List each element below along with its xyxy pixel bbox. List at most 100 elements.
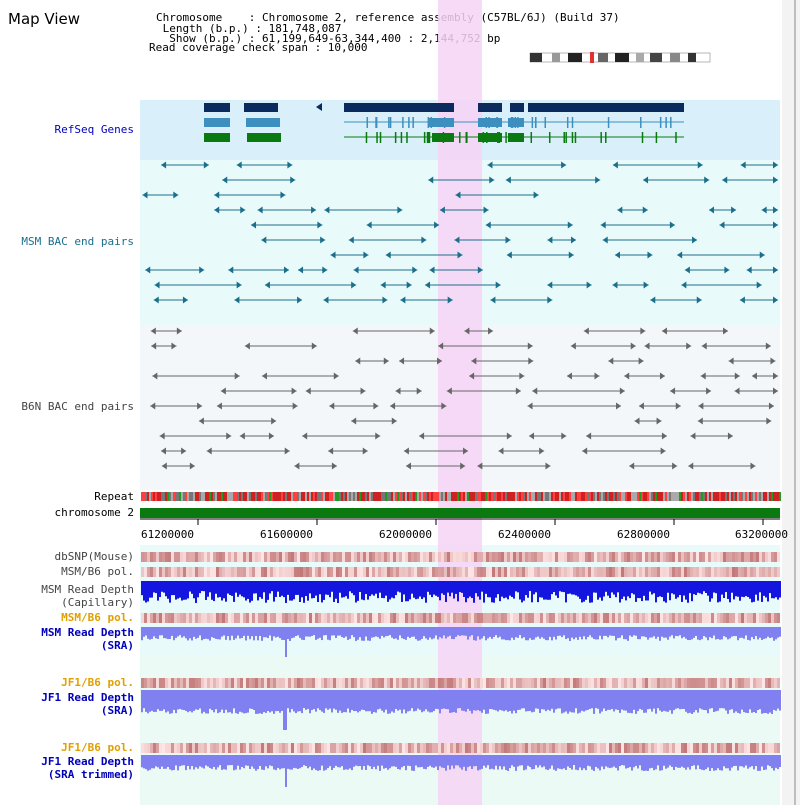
depth-bar	[547, 755, 549, 771]
depth-bar	[583, 581, 585, 602]
heat-cell	[243, 552, 246, 562]
msm-b6-pol-label-2[interactable]: MSM/B6 pol.	[61, 611, 134, 624]
heat-cell	[606, 552, 609, 562]
heat-cell	[222, 678, 225, 688]
jf1-depth-sra-label[interactable]: JF1 Read Depth	[41, 691, 134, 704]
depth-bar	[425, 627, 427, 639]
depth-bar	[265, 690, 267, 713]
heat-cell	[357, 743, 360, 753]
repeat-cell	[711, 492, 713, 501]
jf1-depth-trimmed-label[interactable]: JF1 Read Depth	[41, 755, 134, 768]
heat-cell	[294, 678, 297, 688]
heat-cell	[381, 567, 384, 577]
msm-bac-pairs[interactable]	[142, 161, 778, 304]
repeat-cell	[555, 492, 557, 501]
depth-bar	[599, 627, 601, 636]
bac-end-right	[692, 236, 698, 244]
jf1-b6-pol-label-2[interactable]: JF1/B6 pol.	[61, 741, 134, 754]
bac-end-left	[355, 357, 361, 365]
depth-bar	[719, 755, 721, 771]
bac-end-left	[728, 357, 734, 365]
msm-depth-sra-label[interactable]: MSM Read Depth	[41, 626, 134, 639]
bac-end-right	[373, 402, 379, 410]
repeat-cell	[169, 492, 171, 501]
b6n-bac-label[interactable]: B6N BAC end pairs	[21, 400, 134, 413]
heat-cell	[636, 552, 639, 562]
depth-bar	[225, 690, 227, 710]
depth-bar	[383, 627, 385, 638]
heat-cell	[624, 567, 627, 577]
depth-bar	[601, 690, 603, 712]
depth-bar	[191, 755, 193, 767]
heat-cell	[774, 743, 777, 753]
bac-end-right	[322, 266, 328, 274]
depth-bar	[613, 755, 615, 767]
bac-end-right	[460, 462, 466, 470]
heat-cell	[657, 567, 660, 577]
msm-b6-pol-label[interactable]: MSM/B6 pol.	[61, 565, 134, 578]
depth-bar	[227, 755, 229, 766]
refseq-genes[interactable]	[204, 103, 684, 143]
gene-exon-tick	[563, 132, 565, 143]
depth-bar	[481, 690, 483, 713]
heat-cell	[495, 678, 498, 688]
depth-bar	[607, 690, 609, 710]
heat-cell	[756, 678, 759, 688]
heat-cell	[627, 567, 630, 577]
depth-bar	[559, 690, 561, 709]
repeat-cell	[385, 492, 387, 501]
bac-end-right	[171, 342, 177, 350]
depth-bar	[215, 755, 217, 770]
heat-cell	[528, 567, 531, 577]
depth-bar	[567, 627, 569, 639]
msm-bac-label[interactable]: MSM BAC end pairs	[21, 235, 134, 248]
heat-cell	[297, 567, 300, 577]
depth-bar	[493, 755, 495, 770]
depth-bar	[535, 690, 537, 709]
depth-bar	[767, 627, 769, 637]
chromosome-ideogram[interactable]	[529, 52, 711, 63]
heat-cell	[339, 567, 342, 577]
heat-cell	[696, 613, 699, 623]
depth-bar	[359, 690, 361, 712]
depth-bar	[775, 690, 777, 711]
depth-bar	[643, 581, 645, 596]
depth-bar	[707, 627, 709, 641]
depth-bar	[635, 755, 637, 766]
depth-bar	[275, 627, 277, 638]
heat-cell	[510, 743, 513, 753]
repeat-cell	[573, 492, 575, 501]
b6n-bac-pairs[interactable]	[150, 327, 778, 470]
heat-cell	[522, 613, 525, 623]
gene-arrow	[316, 103, 322, 111]
heat-cell	[222, 552, 225, 562]
depth-bar	[655, 690, 657, 714]
dbsnp-label[interactable]: dbSNP(Mouse)	[54, 550, 134, 563]
depth-bar	[371, 755, 373, 770]
heat-cell	[144, 678, 147, 688]
bac-end-left	[739, 296, 745, 304]
jf1-b6-pol-label[interactable]: JF1/B6 pol.	[61, 676, 134, 689]
depth-bar	[157, 627, 159, 639]
depth-bar	[323, 690, 325, 713]
heat-cell	[615, 567, 618, 577]
depth-bar	[523, 627, 525, 638]
heat-cell	[171, 567, 174, 577]
heat-cell	[402, 743, 405, 753]
depth-bar	[739, 627, 741, 638]
heat-cell	[594, 613, 597, 623]
depth-bar	[715, 755, 717, 771]
depth-bar	[385, 690, 387, 710]
depth-bar	[597, 627, 599, 640]
refseq-label[interactable]: RefSeq Genes	[54, 123, 134, 136]
depth-bar	[699, 690, 701, 709]
depth-bar	[685, 690, 687, 712]
repeat-cell	[613, 492, 615, 501]
depth-bar	[191, 581, 193, 594]
depth-bar	[403, 581, 405, 595]
msm-depth-capillary-label[interactable]: MSM Read Depth	[41, 583, 134, 596]
repeat-cell	[581, 492, 583, 501]
heat-cell	[684, 678, 687, 688]
depth-bar	[337, 581, 339, 603]
repeat-cell	[391, 492, 393, 501]
